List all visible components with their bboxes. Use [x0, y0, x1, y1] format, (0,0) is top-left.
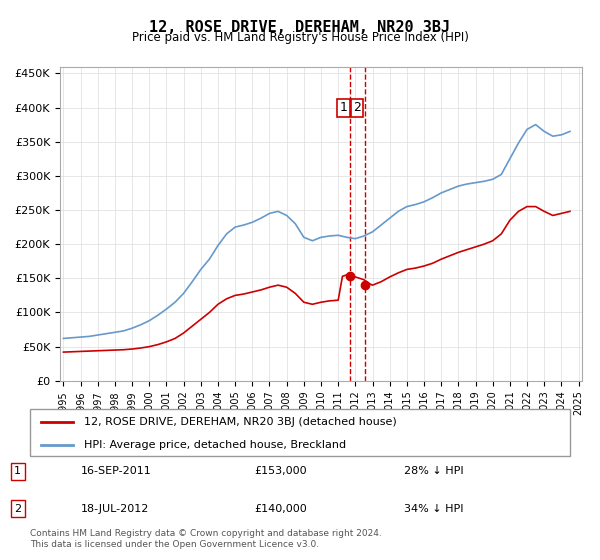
Text: HPI: Average price, detached house, Breckland: HPI: Average price, detached house, Brec…: [84, 440, 346, 450]
Text: 12, ROSE DRIVE, DEREHAM, NR20 3BJ (detached house): 12, ROSE DRIVE, DEREHAM, NR20 3BJ (detac…: [84, 417, 397, 427]
Text: Price paid vs. HM Land Registry's House Price Index (HPI): Price paid vs. HM Land Registry's House …: [131, 31, 469, 44]
Text: 28% ↓ HPI: 28% ↓ HPI: [404, 466, 463, 476]
FancyBboxPatch shape: [30, 409, 570, 456]
Text: 12, ROSE DRIVE, DEREHAM, NR20 3BJ: 12, ROSE DRIVE, DEREHAM, NR20 3BJ: [149, 20, 451, 35]
Text: 18-JUL-2012: 18-JUL-2012: [81, 504, 149, 514]
Text: Contains HM Land Registry data © Crown copyright and database right 2024.
This d: Contains HM Land Registry data © Crown c…: [30, 529, 382, 549]
Text: £153,000: £153,000: [254, 466, 307, 476]
Text: 2: 2: [14, 504, 22, 514]
Text: 16-SEP-2011: 16-SEP-2011: [81, 466, 152, 476]
Text: 1: 1: [14, 466, 21, 476]
Text: 34% ↓ HPI: 34% ↓ HPI: [404, 504, 463, 514]
Text: £140,000: £140,000: [254, 504, 307, 514]
Text: 2: 2: [353, 101, 361, 114]
Text: 1: 1: [340, 101, 347, 114]
